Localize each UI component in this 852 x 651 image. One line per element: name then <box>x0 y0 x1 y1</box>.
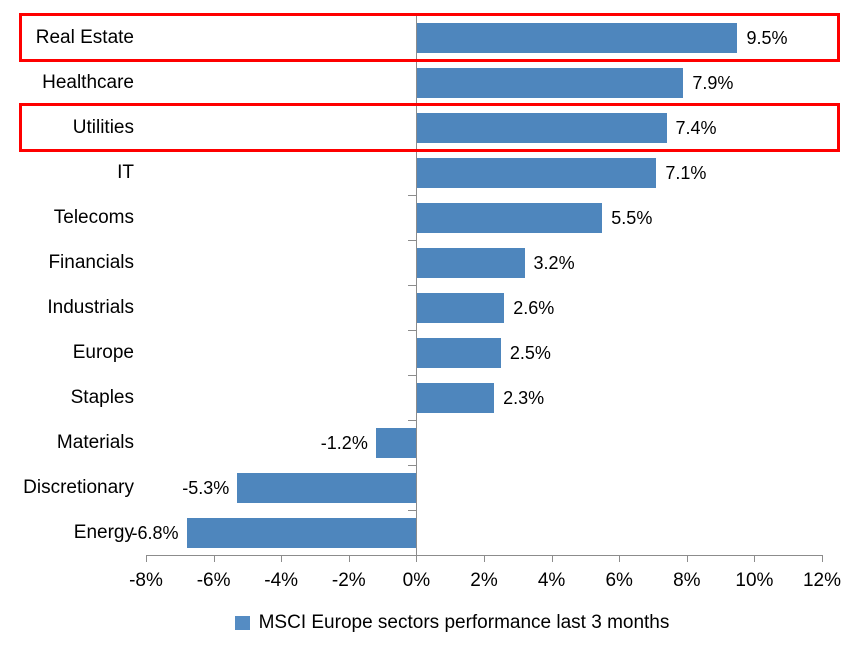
category-axis-tick <box>408 330 417 331</box>
category-axis-tick <box>408 285 417 286</box>
legend: MSCI Europe sectors performance last 3 m… <box>0 612 852 634</box>
category-axis-tick <box>408 465 417 466</box>
category-label-europe: Europe <box>72 341 134 363</box>
highlight-box-utilities <box>19 103 840 152</box>
category-label-materials: Materials <box>56 431 134 453</box>
value-axis-tick-2 <box>281 555 283 562</box>
value-axis-tick-label-9: 10% <box>735 570 774 591</box>
value-axis-tick-label-1: -6% <box>196 570 231 591</box>
legend-swatch-icon <box>234 616 250 630</box>
category-label-financials: Financials <box>48 251 134 273</box>
category-label-discretionary: Discretionary <box>23 476 134 498</box>
value-axis-tick-label-6: 4% <box>537 570 566 591</box>
category-label-staples: Staples <box>70 386 134 408</box>
value-axis-tick-8 <box>686 555 688 562</box>
category-label-it: IT <box>117 161 134 183</box>
value-axis-tick-1 <box>213 555 215 562</box>
bar-it <box>416 157 657 188</box>
value-axis-tick-label-5: 2% <box>470 570 498 591</box>
value-axis-tick-5 <box>484 555 485 562</box>
bar-discretionary <box>237 472 417 503</box>
category-axis-tick <box>408 195 417 196</box>
value-label-telecoms: 5.5% <box>611 207 653 228</box>
value-axis-tick-4 <box>416 555 418 562</box>
value-label-financials: 3.2% <box>533 252 575 273</box>
category-axis-tick <box>408 420 417 421</box>
value-label-materials: -1.2% <box>320 432 368 453</box>
value-axis-tick-10 <box>822 555 823 562</box>
value-label-staples: 2.3% <box>503 387 545 408</box>
category-label-healthcare: Healthcare <box>42 71 134 93</box>
value-axis-tick-3 <box>348 555 350 562</box>
value-axis-tick-label-3: -2% <box>331 570 366 591</box>
value-axis-tick-label-4: 0% <box>402 570 431 591</box>
value-label-real-estate: 9.5% <box>746 27 788 48</box>
value-axis-tick-label-10: 12% <box>802 570 842 591</box>
value-label-utilities: 7.4% <box>675 117 717 138</box>
value-axis-tick-7 <box>619 555 621 562</box>
bar-europe <box>416 337 501 368</box>
highlight-box-real-estate <box>19 13 840 62</box>
category-label-utilities: Utilities <box>72 116 134 138</box>
bar-healthcare <box>416 67 684 98</box>
value-axis-tick-label-2: -4% <box>264 570 299 591</box>
value-axis-tick-label-0: -8% <box>129 570 163 591</box>
category-label-energy: Energy <box>73 521 134 543</box>
value-axis-tick-6 <box>551 555 553 562</box>
bar-energy <box>186 517 417 548</box>
value-axis-tick-0 <box>146 555 147 562</box>
bar-staples <box>416 382 495 413</box>
legend-inner: MSCI Europe sectors performance last 3 m… <box>234 612 670 634</box>
bar-real-estate <box>416 22 738 53</box>
category-axis-tick <box>408 240 417 241</box>
value-label-it: 7.1% <box>665 162 707 183</box>
value-label-industrials: 2.6% <box>513 297 555 318</box>
bar-telecoms <box>416 202 603 233</box>
category-axis-tick <box>408 375 417 376</box>
category-axis-line <box>416 15 418 555</box>
value-axis-tick-label-8: 8% <box>673 570 701 591</box>
category-label-telecoms: Telecoms <box>53 206 134 228</box>
category-label-industrials: Industrials <box>47 296 134 318</box>
bar-financials <box>416 247 525 278</box>
value-axis-tick-label-7: 6% <box>605 570 633 591</box>
legend-label: MSCI Europe sectors performance last 3 m… <box>258 612 670 633</box>
value-label-healthcare: 7.9% <box>692 72 734 93</box>
value-label-discretionary: -5.3% <box>182 477 230 498</box>
value-label-europe: 2.5% <box>509 342 551 363</box>
value-label-energy: -6.8% <box>131 522 179 543</box>
category-axis-tick <box>408 510 417 511</box>
bar-utilities <box>416 112 667 143</box>
category-label-real-estate: Real Estate <box>35 26 134 48</box>
bar-materials <box>375 427 417 458</box>
bar-industrials <box>416 292 505 323</box>
value-axis-tick-9 <box>754 555 756 562</box>
